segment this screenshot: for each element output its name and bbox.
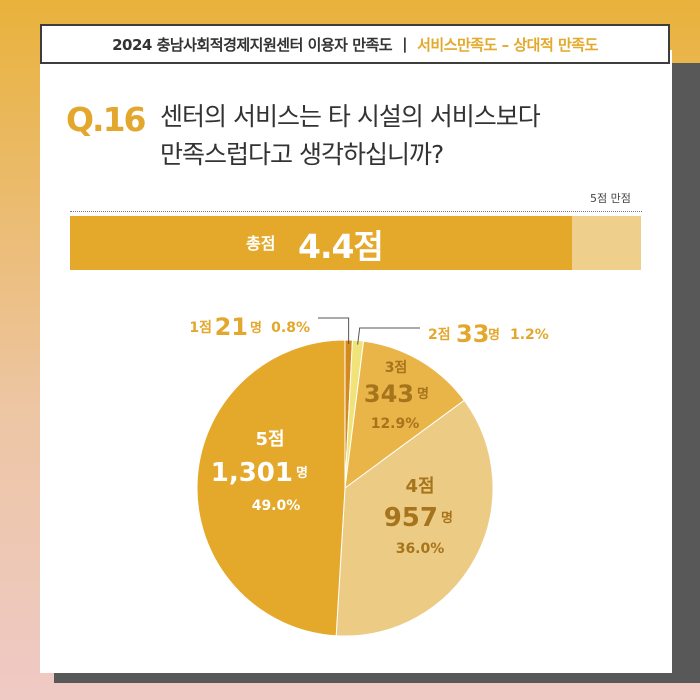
score-bar-fill: 총점 4.4점 [70, 216, 573, 270]
full-score-label: 5점 만점 [590, 192, 631, 205]
slice-2-percent: 1.2% [510, 327, 549, 343]
slice-5-percent: 49.0% [252, 498, 301, 514]
leader-line-2 [357, 327, 420, 345]
slice-4-label: 4점 [405, 476, 434, 497]
slice-3-percent: 12.9% [371, 416, 420, 432]
slice-1-unit: 명 [250, 320, 262, 336]
slice-5-count: 1,301 [211, 458, 293, 488]
leader-line-1 [318, 317, 350, 345]
total-score-value: 4.4점 [298, 227, 384, 266]
slice-1-label: 1점 [189, 319, 212, 336]
header-subtitle: 서비스만족도 – 상대적 만족도 [417, 35, 598, 54]
header-title: 2024 충남사회적경제지원센터 이용자 만족도 [112, 35, 393, 54]
slice-5-label: 5점 [255, 429, 284, 450]
page-header: 2024 충남사회적경제지원센터 이용자 만족도 | 서비스만족도 – 상대적 … [40, 24, 670, 64]
pie-slice-3 [344, 340, 465, 490]
slice-5-unit: 명 [296, 465, 308, 481]
pie-slice-4 [335, 399, 494, 637]
slice-4-unit: 명 [441, 510, 453, 526]
question-line-1: 센터의 서비스는 타 시설의 서비스보다 [160, 102, 541, 131]
slice-3-count: 343 [364, 380, 414, 408]
slice-2-unit: 명 [488, 327, 500, 343]
slice-2-label: 2점 [428, 326, 451, 343]
slice-2-count: 33 [456, 320, 489, 348]
dotted-divider [70, 211, 642, 212]
header-separator: | [402, 35, 408, 53]
slice-3-unit: 명 [417, 386, 429, 402]
slice-4-percent: 36.0% [396, 541, 445, 557]
question-number: Q.16 [66, 100, 147, 139]
slice-3-label: 3점 [385, 359, 408, 376]
pie-slice-5 [196, 339, 346, 637]
slice-4-count: 957 [384, 503, 438, 533]
slice-1-count: 21 [215, 313, 248, 341]
question-text: 센터의 서비스는 타 시설의 서비스보다 만족스럽다고 생각하십니까? [160, 98, 660, 174]
slice-1-percent: 0.8% [271, 320, 310, 336]
total-score-label: 총점 [246, 234, 276, 253]
question-line-2: 만족스럽다고 생각하십니까? [160, 140, 444, 169]
